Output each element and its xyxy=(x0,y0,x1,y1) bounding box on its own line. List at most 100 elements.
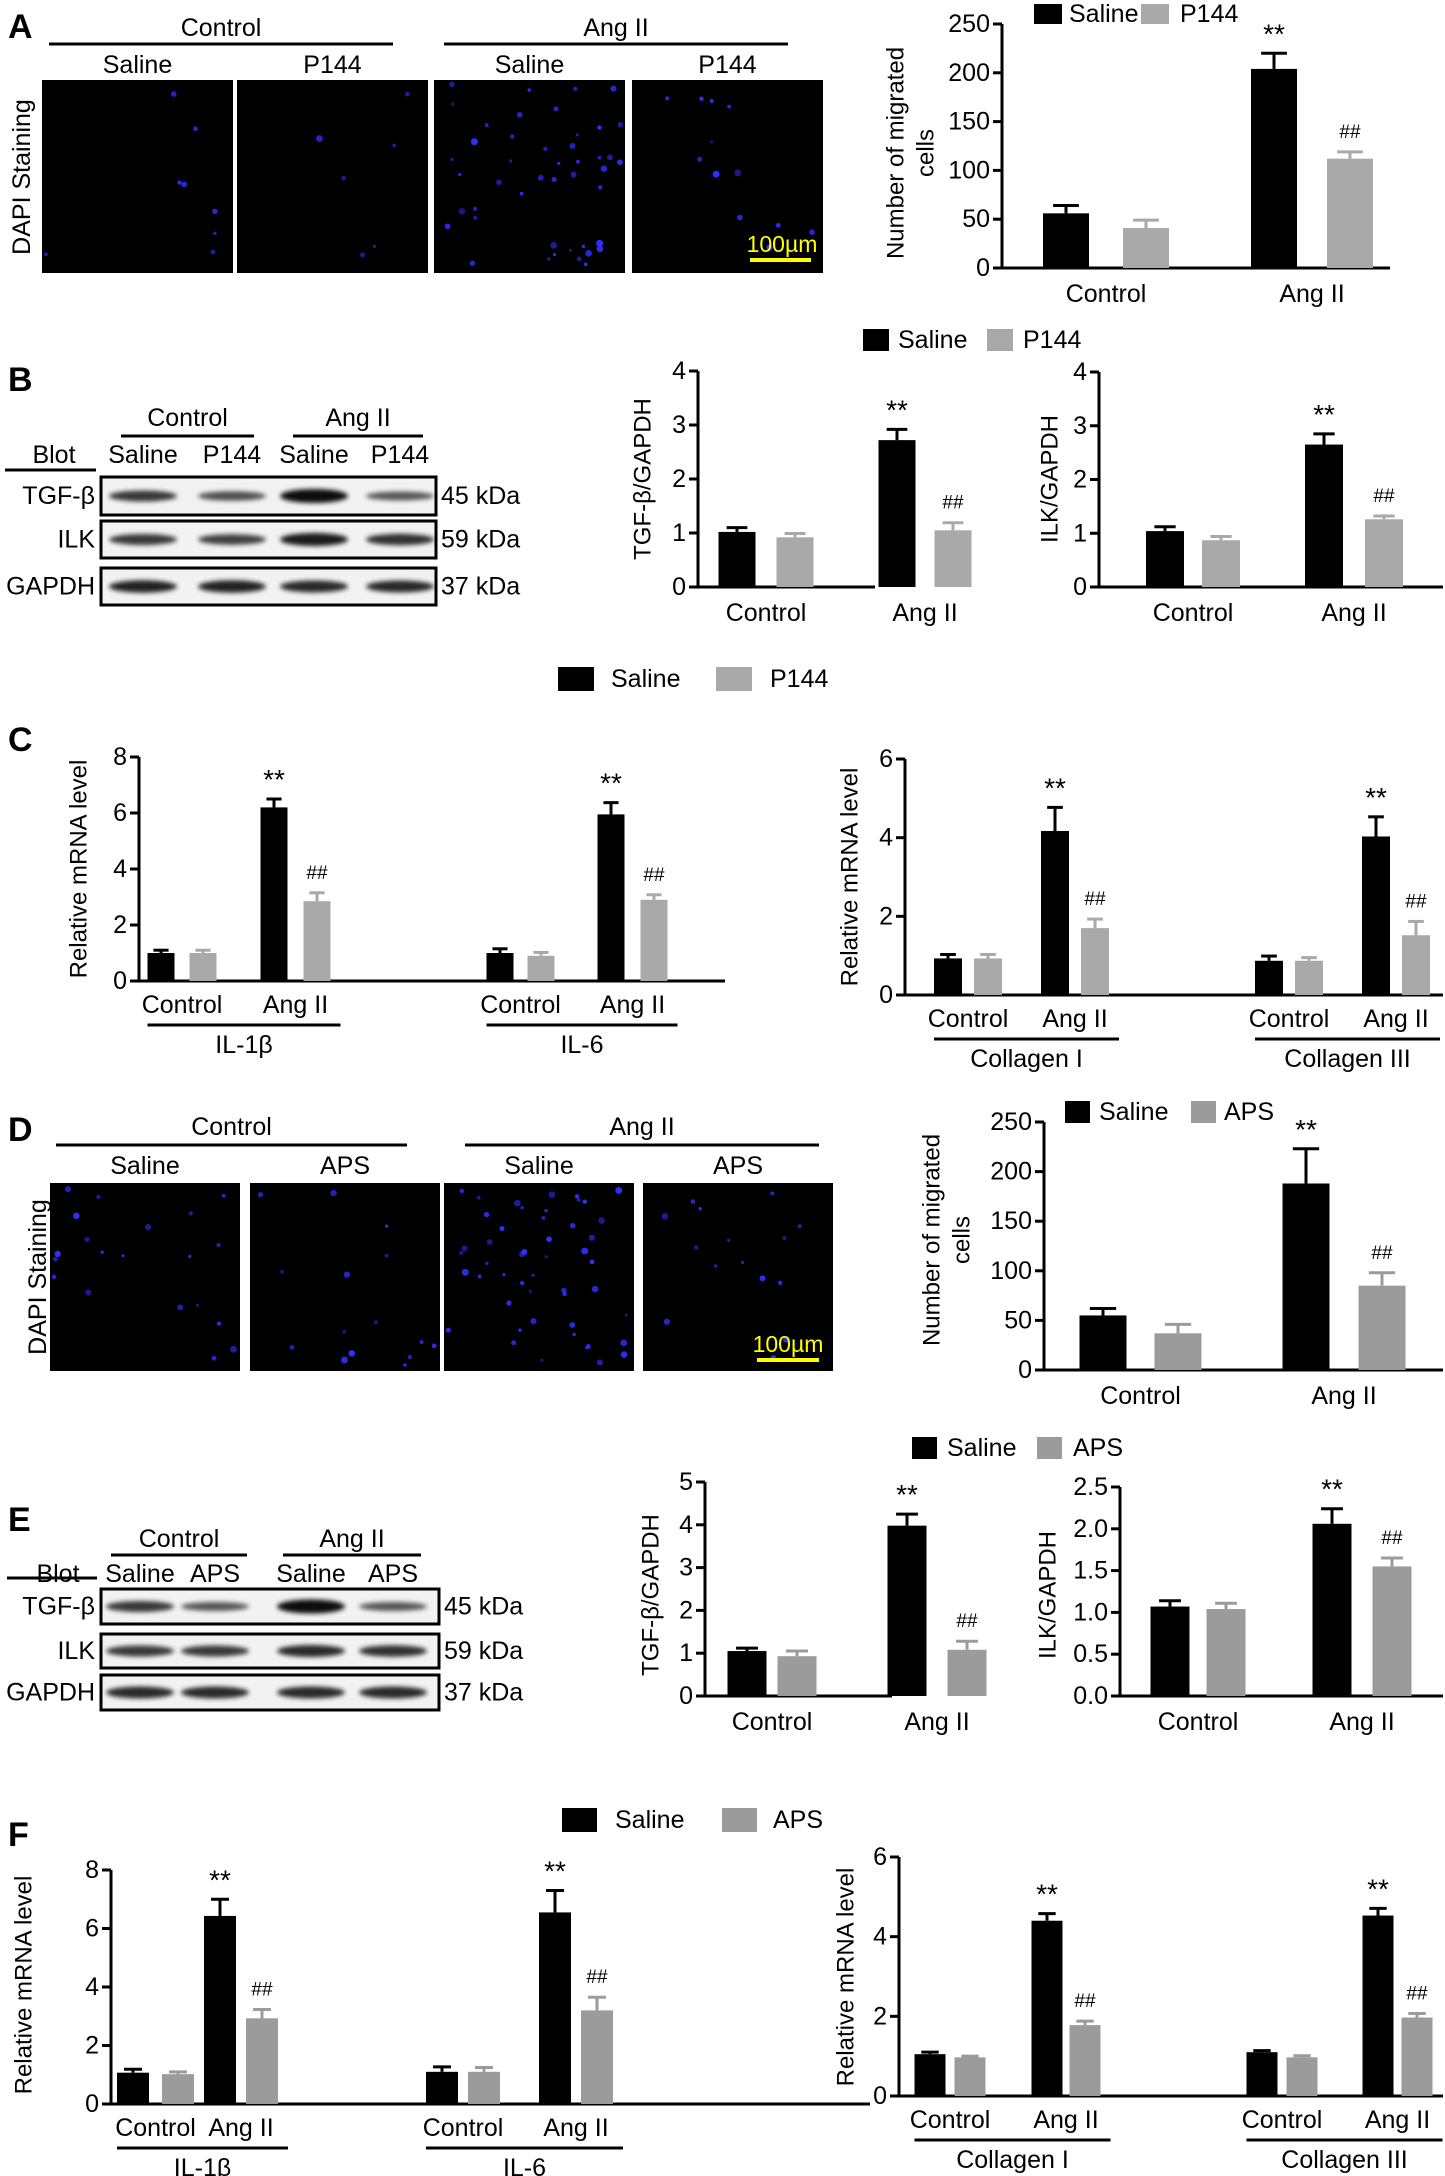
dapi-nucleus xyxy=(576,1198,581,1202)
dapi-nucleus xyxy=(734,169,742,177)
significance-marker: ** xyxy=(1044,772,1066,803)
bar-saline xyxy=(878,440,916,587)
dapi-nucleus xyxy=(770,1191,775,1196)
dapi-nucleus xyxy=(384,1253,389,1258)
y-tick-label: 3 xyxy=(672,411,686,439)
y-tick-label: 2 xyxy=(873,2002,887,2030)
bar-p144 xyxy=(934,530,972,587)
protein-band xyxy=(109,534,177,545)
significance-marker: ## xyxy=(306,863,328,884)
dapi-nucleus xyxy=(485,1261,489,1266)
lane-label: Saline xyxy=(105,1560,175,1588)
protein-band xyxy=(280,533,348,546)
significance-marker: ** xyxy=(1313,399,1335,430)
y-tick-label: 0 xyxy=(672,573,686,601)
dapi-nucleus xyxy=(665,96,670,101)
x-category-label: Ang II xyxy=(1279,280,1344,308)
dapi-nucleus xyxy=(348,1350,355,1357)
legend-swatch-aps xyxy=(1037,1437,1062,1459)
legend-swatch-saline xyxy=(562,1808,597,1832)
dapi-micrograph xyxy=(42,80,233,273)
bar-chart-panel-c: 0 2 4 6 8 Relative mRNA level Control Ang II Con… xyxy=(66,743,725,1059)
dapi-nucleus xyxy=(509,159,513,163)
bar-aps xyxy=(1358,1285,1406,1370)
dapi-nucleus xyxy=(541,1215,546,1220)
x-category-label: Ang II xyxy=(1042,1005,1107,1033)
y-tick-label: 1 xyxy=(679,1639,693,1667)
bar-chart-panel-d: 0 50 100 150 200 250 Number of migrated cells Co… xyxy=(919,1108,1443,1410)
dapi-nucleus xyxy=(210,249,216,255)
lane-label: APS xyxy=(190,1560,240,1588)
y-axis-label: Relative mRNA level xyxy=(833,1868,860,2087)
protein-band xyxy=(181,1686,249,1699)
gene-group-label: Collagen I xyxy=(970,1045,1083,1073)
dapi-nucleus xyxy=(461,1245,468,1252)
bar-chart-panel-f: 0 2 4 6 8 Relative mRNA level Control Ang II Con… xyxy=(11,1855,870,2176)
dapi-nucleus xyxy=(727,104,732,109)
bar-aps xyxy=(947,1649,987,1696)
protein-band xyxy=(359,1686,427,1699)
dapi-nucleus xyxy=(546,257,551,261)
dapi-nucleus xyxy=(51,1274,57,1280)
dapi-nucleus xyxy=(65,1186,72,1193)
legend-label: APS xyxy=(773,1806,823,1834)
bar-chart-panel-b: 0 1 2 3 4 TGF-β/GAPDH Control Ang II ** ## xyxy=(630,357,972,627)
dapi-nucleus xyxy=(516,111,523,118)
dapi-nucleus xyxy=(216,1321,222,1326)
treatment-label: Saline xyxy=(110,1152,180,1180)
dapi-nucleus xyxy=(775,222,781,228)
significance-marker: ** xyxy=(544,1855,566,1886)
dapi-nucleus xyxy=(181,181,188,188)
panel-letter: E xyxy=(8,1501,31,1539)
y-tick-label: 0 xyxy=(1073,573,1087,601)
bar-saline xyxy=(1255,960,1283,995)
dapi-nucleus xyxy=(697,156,703,162)
group-label: Control xyxy=(147,404,228,432)
bar-aps xyxy=(246,2018,278,2104)
protein-band xyxy=(359,1602,427,1611)
gene-group-label: IL-6 xyxy=(503,2154,546,2176)
x-category-label: Ang II xyxy=(600,991,665,1019)
significance-marker: ** xyxy=(1263,18,1285,49)
dapi-nucleus xyxy=(221,1193,226,1198)
bar-chart-panel-e: 0.0 0.5 1.0 1.5 2.0 2.5 ILK/GAPDH Control Ang II… xyxy=(1035,1473,1443,1736)
molecular-weight-label: 37 kDa xyxy=(441,573,520,601)
x-category-label: Ang II xyxy=(1365,2106,1430,2134)
legend-swatch-aps xyxy=(1191,1101,1216,1123)
dapi-nucleus xyxy=(342,1329,346,1334)
legend-label: APS xyxy=(1073,1434,1123,1462)
dapi-nucleus xyxy=(330,1189,337,1197)
dapi-nucleus xyxy=(553,106,559,112)
significance-marker: ## xyxy=(1074,1991,1096,2012)
dapi-micrograph xyxy=(237,80,428,273)
lane-label: P144 xyxy=(371,441,429,469)
y-tick-label: 4 xyxy=(1073,358,1087,386)
bar-p144 xyxy=(303,901,331,981)
x-category-label: Control xyxy=(423,2114,504,2142)
bar-aps xyxy=(1206,1609,1246,1696)
x-category-label: Ang II xyxy=(904,1708,969,1736)
dapi-nucleus xyxy=(43,252,49,257)
dapi-nucleus xyxy=(213,231,217,236)
dapi-nucleus xyxy=(572,1332,576,1337)
dapi-nucleus xyxy=(583,262,588,267)
dapi-nucleus xyxy=(385,1224,389,1228)
legend-label: Saline xyxy=(1099,1098,1169,1126)
group-label: Ang II xyxy=(583,14,648,42)
dapi-nucleus xyxy=(580,1247,588,1255)
bar-saline xyxy=(204,1915,236,2104)
legend-label: Saline xyxy=(947,1434,1017,1462)
y-axis-label: cells xyxy=(913,129,940,177)
dapi-nucleus xyxy=(518,1328,522,1332)
x-category-label: Ang II xyxy=(1329,1708,1394,1736)
x-category-label: Control xyxy=(910,2106,991,2134)
dapi-nucleus xyxy=(544,1255,548,1259)
dapi-nucleus xyxy=(521,1248,528,1255)
y-tick-label: 6 xyxy=(879,745,893,773)
significance-marker: ## xyxy=(956,1611,978,1632)
dapi-nucleus xyxy=(550,242,558,249)
dapi-nucleus xyxy=(392,143,397,148)
dapi-nucleus xyxy=(598,1217,605,1224)
legend-label: P144 xyxy=(770,665,828,693)
y-tick-label: 50 xyxy=(962,205,990,233)
